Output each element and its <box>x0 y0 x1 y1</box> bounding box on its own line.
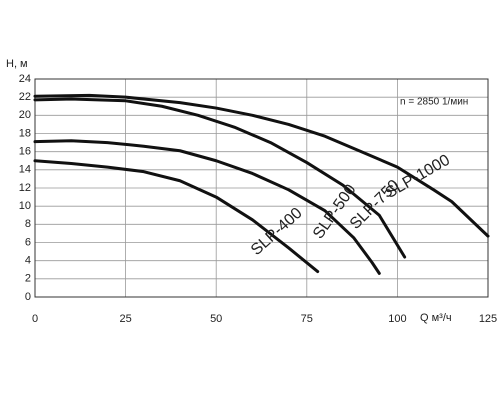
y-tick-label: 10 <box>19 200 31 212</box>
x-tick-label: 0 <box>32 313 38 325</box>
x-tick-label: 75 <box>301 313 313 325</box>
y-tick-label: 2 <box>25 273 31 285</box>
curve <box>33 139 381 275</box>
y-tick-label: 24 <box>19 73 31 85</box>
curve <box>33 159 320 274</box>
x-axis-label: Q м³/ч <box>420 312 452 324</box>
y-tick-label: 14 <box>19 164 31 176</box>
curve <box>33 93 490 238</box>
annotation: n = 2850 1/мин <box>400 97 468 108</box>
x-tick-label: 25 <box>119 313 131 325</box>
y-tick-label: 12 <box>19 182 31 194</box>
y-tick-label: 6 <box>25 236 31 248</box>
x-tick-label: 125 <box>479 313 497 325</box>
y-tick-label: 22 <box>19 91 31 103</box>
y-tick-label: 4 <box>25 255 31 267</box>
curve <box>33 97 407 259</box>
x-tick-label: 100 <box>388 313 406 325</box>
y-axis-label: H, м <box>6 58 28 70</box>
plot-frame <box>34 78 489 298</box>
y-tick-label: 8 <box>25 218 31 230</box>
y-tick-label: 18 <box>19 127 31 139</box>
x-tick-label: 50 <box>210 313 222 325</box>
y-tick-label: 20 <box>19 109 31 121</box>
y-tick-label: 0 <box>25 291 31 303</box>
y-tick-label: 16 <box>19 146 31 158</box>
